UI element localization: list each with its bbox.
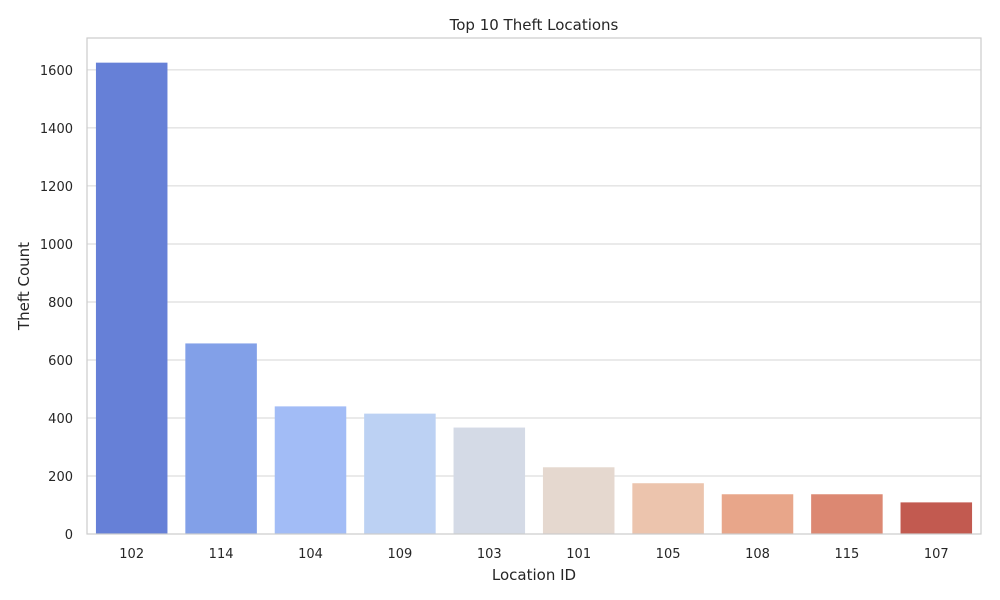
bar-109 xyxy=(364,413,436,534)
x-tick-labels: 102 114 104 109 103 101 105 108 115 107 xyxy=(119,547,948,562)
x-tick-label: 103 xyxy=(477,547,502,562)
bar-105 xyxy=(632,483,704,534)
chart-title: Top 10 Theft Locations xyxy=(449,16,619,34)
y-tick-label: 1200 xyxy=(40,180,73,195)
y-tick-label: 400 xyxy=(48,412,73,427)
x-tick-label: 115 xyxy=(834,547,859,562)
bar-103 xyxy=(453,427,526,534)
plot-frame xyxy=(86,37,982,535)
x-tick-label: 114 xyxy=(209,547,234,562)
y-tick-label: 0 xyxy=(65,528,73,543)
y-tick-label: 1400 xyxy=(40,122,73,137)
x-tick-label: 109 xyxy=(387,547,412,562)
bar-108 xyxy=(721,494,794,534)
x-tick-label: 102 xyxy=(119,547,144,562)
x-tick-label: 104 xyxy=(298,547,323,562)
x-tick-label: 108 xyxy=(745,547,770,562)
y-tick-label: 1600 xyxy=(40,64,73,79)
bar-107 xyxy=(900,502,973,534)
bar-115 xyxy=(811,494,883,534)
y-axis-label: Theft Count xyxy=(15,242,33,331)
y-tick-label: 200 xyxy=(48,470,73,485)
x-tick-label: 107 xyxy=(924,547,949,562)
bar-101 xyxy=(542,467,615,534)
y-tick-label: 600 xyxy=(48,354,73,369)
x-tick-label: 101 xyxy=(566,547,591,562)
x-axis-label: Location ID xyxy=(492,566,576,584)
y-tick-labels: 0 200 400 600 800 1000 1200 1400 1600 xyxy=(40,64,73,543)
bars xyxy=(95,62,973,535)
y-tick-label: 800 xyxy=(48,296,73,311)
bar-104 xyxy=(274,406,347,534)
bar-114 xyxy=(185,343,257,534)
bar-102 xyxy=(95,62,168,535)
x-tick-label: 105 xyxy=(656,547,681,562)
y-tick-label: 1000 xyxy=(40,238,73,253)
